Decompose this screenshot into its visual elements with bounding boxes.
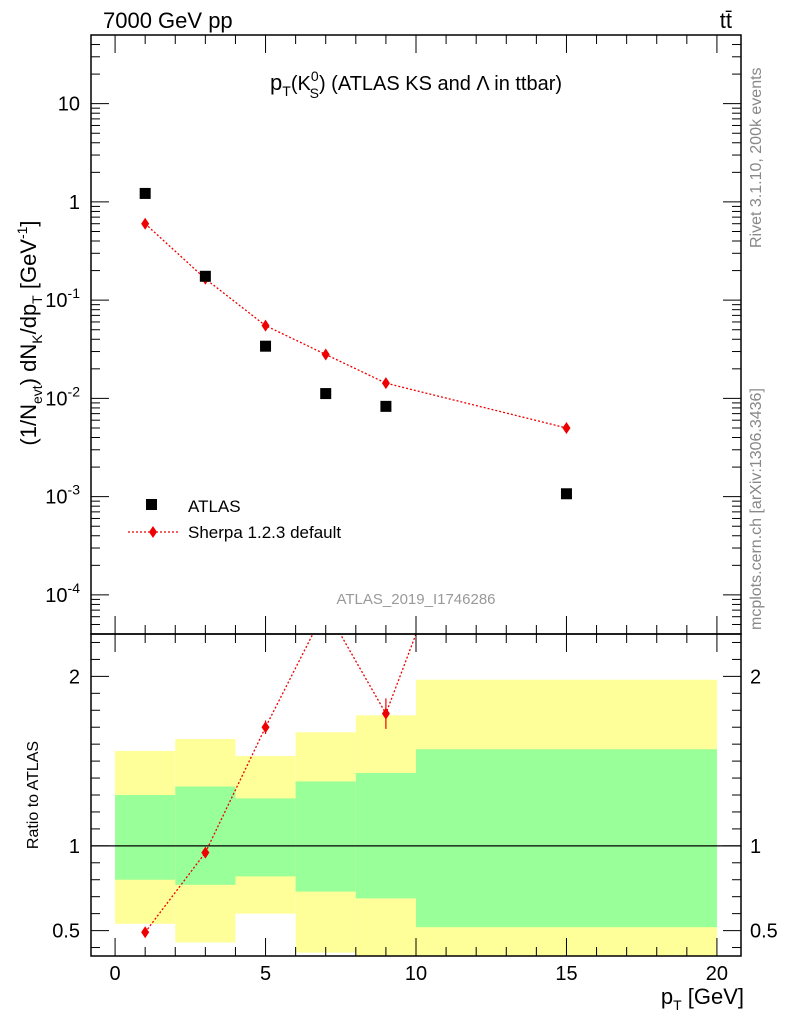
atlas-point (260, 340, 272, 352)
ylabel-sup: -1 (14, 226, 30, 239)
xtick-label: 5 (260, 963, 271, 985)
atlas-point (199, 270, 211, 282)
xlabel-sub: T (673, 997, 682, 1013)
ratio-sherpa-point (141, 926, 150, 939)
uncertainty-band-green (235, 798, 296, 877)
ratio-panel: 0.5 0.51 12 20 5 10 15 20 (52, 634, 778, 985)
ylabel-c: /dp (16, 304, 41, 335)
main-ytick-base: 1 (69, 192, 80, 214)
main-ytick-base: 10 (45, 290, 67, 312)
main-ytick-label: 1 (69, 192, 80, 214)
main-ytick-base: 10 (45, 585, 67, 607)
title-paren-open: (K (291, 73, 312, 95)
ylabel-sub-evt: evt (29, 385, 45, 404)
xtick-label: 10 (405, 963, 427, 985)
sherpa-line (144, 223, 567, 429)
main-ytick-exp: -2 (68, 383, 81, 399)
main-ytick-exp: -1 (68, 285, 81, 301)
uncertainty-band-green (295, 781, 356, 892)
ratio-ylabel: Ratio to ATLAS (25, 741, 42, 849)
ylabel-a: (1/N (16, 404, 41, 446)
title-base: p (270, 70, 282, 95)
main-ytick-label: 10 (58, 94, 80, 116)
ratio-ytick-label-right: 1 (750, 836, 761, 858)
plot-title: pT(K0 S) (ATLAS KS and Λ in ttbar) (270, 68, 562, 101)
sherpa-point (381, 377, 390, 390)
title-rest: (ATLAS KS and Λ in ttbar) (326, 73, 562, 95)
xlabel-rest: [GeV] (682, 984, 744, 1009)
uncertainty-band-green (175, 786, 236, 885)
xlabel-base: p (661, 984, 673, 1009)
ratio-ytick-label-left: 0.5 (52, 921, 80, 943)
ylabel-b: ) dN (16, 344, 41, 386)
main-frame (90, 34, 742, 635)
sherpa-point (261, 319, 270, 332)
main-ytick-exp: -4 (68, 580, 81, 596)
main-ytick-label: 10-3 (45, 482, 80, 509)
process-label: tt̄ (720, 8, 732, 33)
ylabel-e: ] (16, 220, 41, 226)
atlas-point (380, 400, 392, 412)
title-paren-close: ) (319, 73, 326, 95)
ratio-ytick-label-left: 2 (69, 666, 80, 688)
ratio-ytick-label-left: 1 (69, 836, 80, 858)
uncertainty-band-green (115, 795, 176, 880)
atlas-point (139, 187, 151, 199)
ratio-bands (115, 634, 717, 956)
main-ytick-base: 10 (45, 388, 67, 410)
uncertainty-band-green (416, 749, 717, 928)
ratio-frame (90, 633, 742, 957)
main-ytick-label: 10-2 (45, 383, 80, 410)
analysis-label: ATLAS_2019_I1746286 (336, 591, 495, 608)
atlas-point (320, 388, 332, 400)
xtick-label: 20 (706, 963, 728, 985)
rivet-label: Rivet 3.1.10, 200k events (748, 67, 765, 248)
ratio-ytick-label-right: 2 (750, 666, 761, 688)
main-ytick-base: 10 (45, 487, 67, 509)
mcplots-label: mcplots.cern.ch [arXiv:1306.3436] (748, 388, 765, 630)
ratio-sherpa-point (381, 707, 390, 720)
xtick-label: 15 (555, 963, 577, 985)
ylabel-sub-k: K (29, 334, 45, 344)
uncertainty-band-green (355, 772, 416, 899)
legend-atlas-label: ATLAS (188, 497, 241, 516)
ratio-sherpa-line (144, 634, 417, 933)
ratio-ytick-label-right: 0.5 (750, 921, 778, 943)
legend-atlas-marker (146, 499, 157, 510)
xtick-label: 0 (110, 963, 121, 985)
legend: ATLAS Sherpa 1.2.3 default (128, 497, 341, 542)
legend-sherpa-label: Sherpa 1.2.3 default (188, 523, 341, 542)
xlabel: pT [GeV] (661, 984, 744, 1013)
ratio-sherpa-point (201, 846, 210, 859)
main-ytick-label: 10-4 (45, 580, 80, 607)
title-sup: 0 (311, 68, 319, 84)
ylabel-d: [GeV (16, 239, 41, 296)
energy-label: 7000 GeV pp (103, 8, 233, 33)
main-ylabel: (1/Nevt) dNK/dpT [GeV-1] (14, 220, 45, 445)
sherpa-point (321, 348, 330, 361)
atlas-point (560, 488, 572, 500)
main-ytick-exp: -3 (68, 482, 81, 498)
sherpa-point (562, 421, 571, 434)
ratio-sherpa-point (261, 721, 270, 734)
main-ytick-base: 10 (58, 94, 80, 116)
sherpa-point (141, 217, 150, 230)
ylabel-sub-t: T (29, 295, 45, 304)
legend-sherpa-marker (149, 526, 157, 538)
main-ytick-label: 10-1 (45, 285, 80, 312)
title-sub2: S (310, 85, 319, 101)
title-sub1: T (282, 83, 291, 99)
